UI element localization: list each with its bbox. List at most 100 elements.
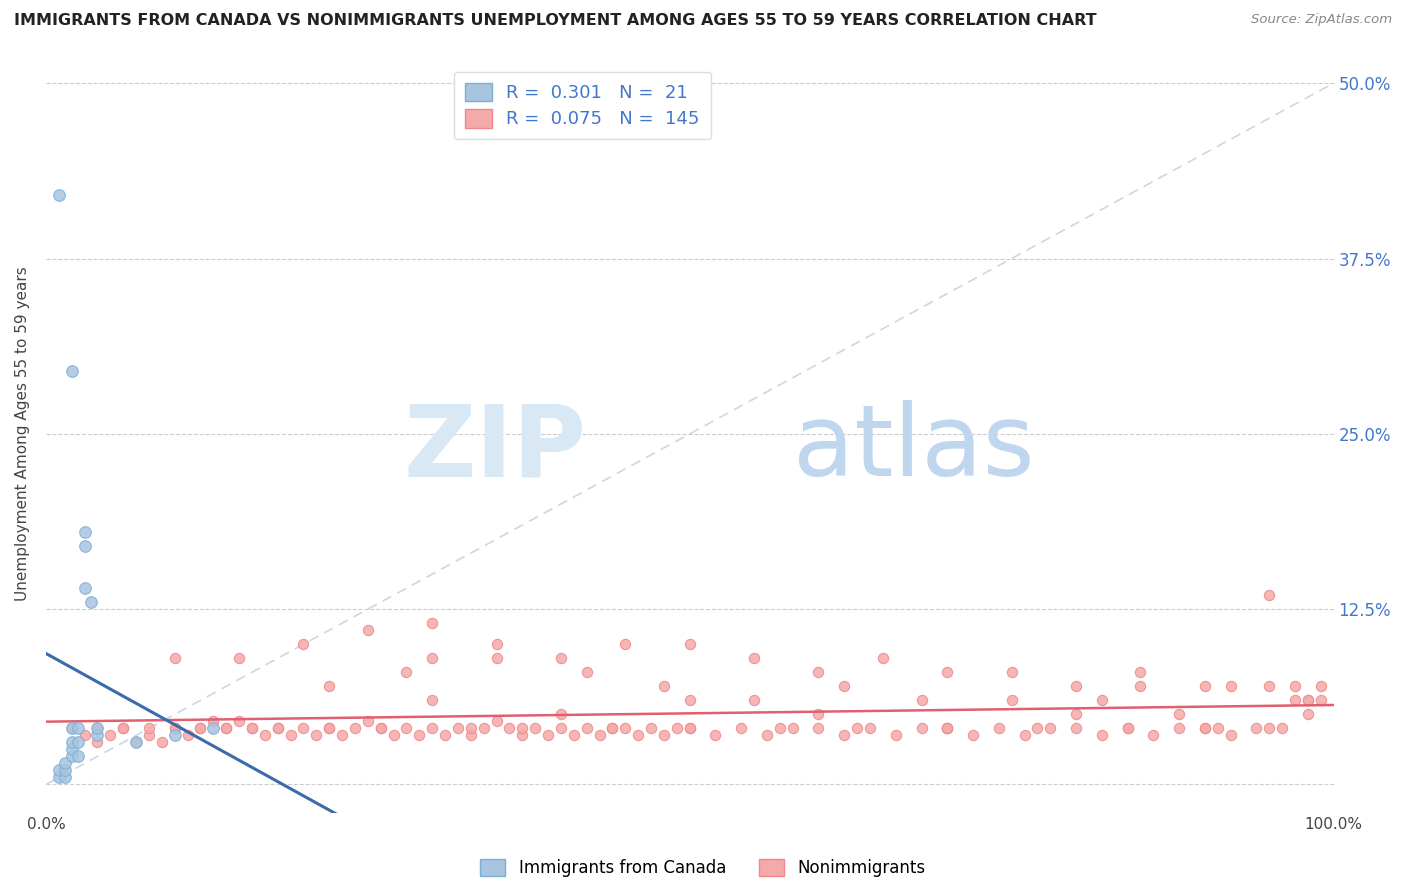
Point xyxy=(318,679,340,693)
Point xyxy=(318,722,340,736)
Point xyxy=(1168,707,1191,722)
Point xyxy=(1219,728,1241,742)
Point xyxy=(53,756,76,771)
Point xyxy=(370,722,392,736)
Point xyxy=(420,616,443,631)
Point xyxy=(86,722,108,736)
Point xyxy=(936,722,959,736)
Point xyxy=(1258,722,1281,736)
Point xyxy=(112,722,135,736)
Point xyxy=(267,722,290,736)
Point xyxy=(1168,722,1191,736)
Point xyxy=(1309,693,1331,707)
Point xyxy=(60,749,83,764)
Point xyxy=(48,188,70,202)
Point xyxy=(1142,728,1164,742)
Point xyxy=(318,722,340,736)
Point xyxy=(1129,665,1152,680)
Point xyxy=(202,714,225,729)
Point xyxy=(936,722,959,736)
Point xyxy=(832,679,855,693)
Point xyxy=(807,722,830,736)
Point xyxy=(60,742,83,756)
Point xyxy=(640,722,662,736)
Point xyxy=(253,728,276,742)
Legend: Immigrants from Canada, Nonimmigrants: Immigrants from Canada, Nonimmigrants xyxy=(474,852,932,884)
Point xyxy=(704,728,727,742)
Point xyxy=(652,728,675,742)
Point xyxy=(1026,722,1049,736)
Point xyxy=(575,722,598,736)
Point xyxy=(1309,679,1331,693)
Point xyxy=(73,581,96,595)
Point xyxy=(679,693,702,707)
Point xyxy=(163,722,186,736)
Point xyxy=(1194,722,1216,736)
Point xyxy=(1284,679,1306,693)
Point xyxy=(524,722,547,736)
Point xyxy=(420,651,443,665)
Point xyxy=(460,728,482,742)
Point xyxy=(395,722,418,736)
Point xyxy=(86,722,108,736)
Point xyxy=(73,539,96,553)
Point xyxy=(936,665,959,680)
Point xyxy=(1194,679,1216,693)
Point xyxy=(769,722,792,736)
Point xyxy=(280,728,302,742)
Point xyxy=(60,735,83,749)
Point xyxy=(67,735,90,749)
Point xyxy=(512,728,534,742)
Point xyxy=(60,722,83,736)
Point xyxy=(782,722,804,736)
Point xyxy=(512,722,534,736)
Point xyxy=(176,728,198,742)
Point xyxy=(382,728,405,742)
Point xyxy=(472,722,495,736)
Point xyxy=(537,728,560,742)
Point xyxy=(1258,588,1281,602)
Point xyxy=(53,764,76,778)
Point xyxy=(1064,707,1087,722)
Point xyxy=(884,728,907,742)
Point xyxy=(370,722,392,736)
Point xyxy=(434,728,457,742)
Point xyxy=(80,595,103,609)
Point xyxy=(1129,679,1152,693)
Point xyxy=(756,728,779,742)
Point xyxy=(73,524,96,539)
Point xyxy=(112,722,135,736)
Point xyxy=(125,735,148,749)
Point xyxy=(652,679,675,693)
Point xyxy=(395,665,418,680)
Point xyxy=(807,707,830,722)
Point xyxy=(485,637,508,651)
Y-axis label: Unemployment Among Ages 55 to 59 years: Unemployment Among Ages 55 to 59 years xyxy=(15,267,30,601)
Point xyxy=(357,714,380,729)
Point xyxy=(305,728,328,742)
Point xyxy=(936,722,959,736)
Point xyxy=(1001,665,1024,680)
Point xyxy=(550,722,572,736)
Point xyxy=(846,722,869,736)
Point xyxy=(742,693,765,707)
Point xyxy=(163,728,186,742)
Point xyxy=(48,771,70,785)
Point xyxy=(190,722,212,736)
Point xyxy=(588,728,610,742)
Point xyxy=(679,637,702,651)
Point xyxy=(228,714,250,729)
Point xyxy=(1116,722,1139,736)
Point xyxy=(240,722,263,736)
Point xyxy=(665,722,688,736)
Point xyxy=(1091,693,1114,707)
Point xyxy=(98,728,121,742)
Point xyxy=(1039,722,1062,736)
Point xyxy=(602,722,624,736)
Point xyxy=(498,722,520,736)
Point xyxy=(73,728,96,742)
Text: atlas: atlas xyxy=(793,401,1035,498)
Point xyxy=(215,722,238,736)
Point xyxy=(602,722,624,736)
Point xyxy=(460,722,482,736)
